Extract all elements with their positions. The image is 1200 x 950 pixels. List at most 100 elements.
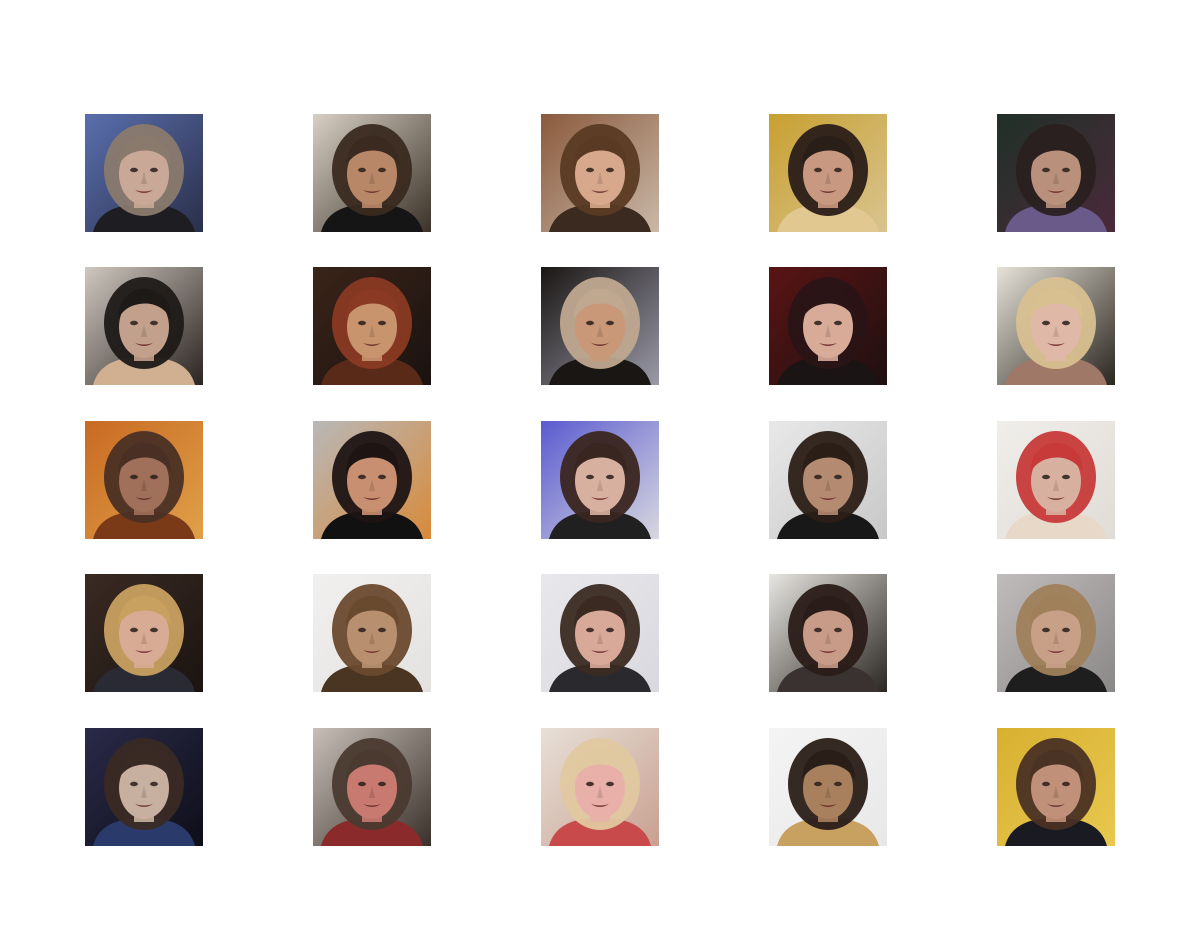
face-hair-fringe <box>118 442 171 473</box>
face-hair-fringe <box>802 288 855 319</box>
face-clothes <box>321 818 423 846</box>
face-nose <box>825 786 831 798</box>
face-image-graphic <box>541 114 659 232</box>
face-clothes <box>321 511 423 539</box>
face-eye-left <box>1042 474 1050 480</box>
face-image-graphic <box>541 267 659 385</box>
face-mouth <box>1047 343 1065 346</box>
face-hair-fringe <box>1030 288 1083 319</box>
face-eye-left <box>814 781 822 787</box>
face-eye-right <box>606 627 614 633</box>
face-nose <box>597 632 603 644</box>
face-mouth <box>819 343 837 346</box>
face-skin <box>119 603 169 665</box>
face-image-graphic <box>313 421 431 539</box>
face-eye-right <box>150 474 158 480</box>
face-nose <box>369 632 375 644</box>
face-image <box>313 114 431 232</box>
face-nose <box>1053 786 1059 798</box>
face-mouth <box>1047 650 1065 653</box>
face-nose <box>141 172 147 184</box>
face-image <box>997 267 1115 385</box>
face-clothes <box>93 204 195 232</box>
face-image-graphic <box>769 421 887 539</box>
face-eye-right <box>834 167 842 173</box>
face-image <box>997 421 1115 539</box>
face-mouth <box>591 497 609 500</box>
face-image <box>85 267 203 385</box>
face-clothes <box>1005 664 1107 692</box>
face-eye-right <box>150 320 158 326</box>
face-skin <box>575 143 625 205</box>
face-clothes <box>1005 511 1107 539</box>
face-eye-left <box>1042 320 1050 326</box>
face-image <box>313 728 431 846</box>
face-eye-left <box>1042 781 1050 787</box>
face-image-graphic <box>997 267 1115 385</box>
face-eye-left <box>814 474 822 480</box>
face-skin <box>347 296 397 358</box>
face-image-graphic <box>313 574 431 692</box>
face-eye-right <box>834 627 842 633</box>
face-skin <box>1031 296 1081 358</box>
face-mouth <box>591 343 609 346</box>
face-eye-right <box>378 781 386 787</box>
face-nose <box>369 479 375 491</box>
face-nose <box>369 325 375 337</box>
face-eye-right <box>834 474 842 480</box>
face-image-graphic <box>85 574 203 692</box>
face-image <box>313 421 431 539</box>
face-eye-left <box>358 627 366 633</box>
face-eye-left <box>586 474 594 480</box>
face-eye-right <box>378 167 386 173</box>
face-skin <box>347 450 397 512</box>
face-hair-fringe <box>118 135 171 166</box>
face-eye-left <box>358 474 366 480</box>
face-image-graphic <box>85 728 203 846</box>
face-hair-fringe <box>1030 595 1083 626</box>
face-eye-left <box>1042 167 1050 173</box>
face-clothes <box>93 511 195 539</box>
face-eye-right <box>1062 320 1070 326</box>
face-mouth <box>363 190 381 193</box>
face-image-graphic <box>85 267 203 385</box>
face-hair-fringe <box>802 595 855 626</box>
face-clothes <box>549 818 651 846</box>
face-nose <box>141 786 147 798</box>
face-image-graphic <box>997 421 1115 539</box>
face-clothes <box>549 511 651 539</box>
face-skin <box>119 450 169 512</box>
face-image-graphic <box>541 574 659 692</box>
face-nose <box>369 786 375 798</box>
face-image <box>541 114 659 232</box>
face-clothes <box>93 357 195 385</box>
face-hair-fringe <box>574 288 627 319</box>
face-skin <box>575 450 625 512</box>
face-hair-fringe <box>574 749 627 780</box>
face-eye-right <box>606 320 614 326</box>
face-nose <box>141 479 147 491</box>
face-mouth <box>135 497 153 500</box>
face-mouth <box>591 650 609 653</box>
face-eye-left <box>130 320 138 326</box>
face-skin <box>347 757 397 819</box>
face-mouth <box>135 343 153 346</box>
face-clothes <box>93 664 195 692</box>
face-eye-left <box>130 167 138 173</box>
face-image-graphic <box>997 574 1115 692</box>
face-hair-fringe <box>574 595 627 626</box>
face-image <box>769 267 887 385</box>
face-skin <box>803 143 853 205</box>
face-nose <box>1053 479 1059 491</box>
face-nose <box>369 172 375 184</box>
face-eye-right <box>378 627 386 633</box>
face-hair-fringe <box>346 135 399 166</box>
face-nose <box>141 325 147 337</box>
face-image <box>313 574 431 692</box>
face-skin <box>1031 143 1081 205</box>
face-eye-right <box>606 167 614 173</box>
face-eye-left <box>358 167 366 173</box>
face-eye-left <box>358 781 366 787</box>
face-image <box>85 421 203 539</box>
face-clothes <box>777 357 879 385</box>
